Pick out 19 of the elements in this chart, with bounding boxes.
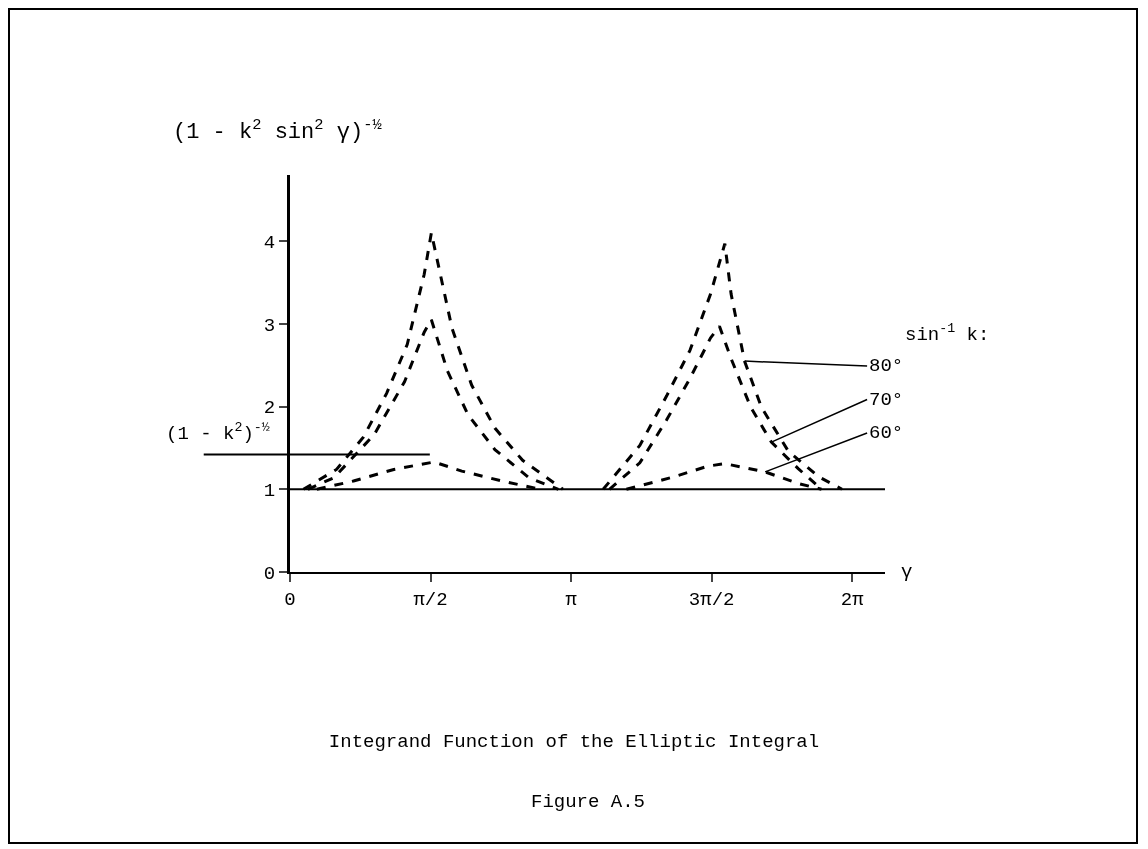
text: 70° (869, 389, 904, 411)
y-tick-label: 1 (263, 479, 276, 502)
x-tick-label: π/2 (413, 588, 448, 611)
x-axis-title: γ (901, 561, 913, 583)
x-tick-label: 3π/2 (688, 588, 735, 611)
text: 60° (869, 422, 904, 444)
legend-title: sin$^{-1}$ k: (905, 321, 990, 346)
x-tick-label: π (565, 588, 577, 611)
text: Figure A.5 (531, 791, 646, 813)
text: Integrand Function of the Elliptic Integral (328, 730, 820, 753)
y-axis-title: (1 - k$^{2}$ sin$^{2}$ γ)$^{-½}$ (173, 116, 383, 146)
y-tick-label: 2 (263, 397, 276, 420)
y-tick-label: 3 (263, 314, 276, 337)
ref-line-label: (1 - k$^{2}$)$^{-½}$ (166, 420, 270, 445)
x-tick-label: 2π (840, 588, 864, 611)
y-tick-label: 0 (263, 562, 276, 585)
x-tick-label: 0 (284, 588, 296, 611)
y-tick-label: 4 (263, 231, 276, 254)
text: 80° (869, 355, 904, 377)
